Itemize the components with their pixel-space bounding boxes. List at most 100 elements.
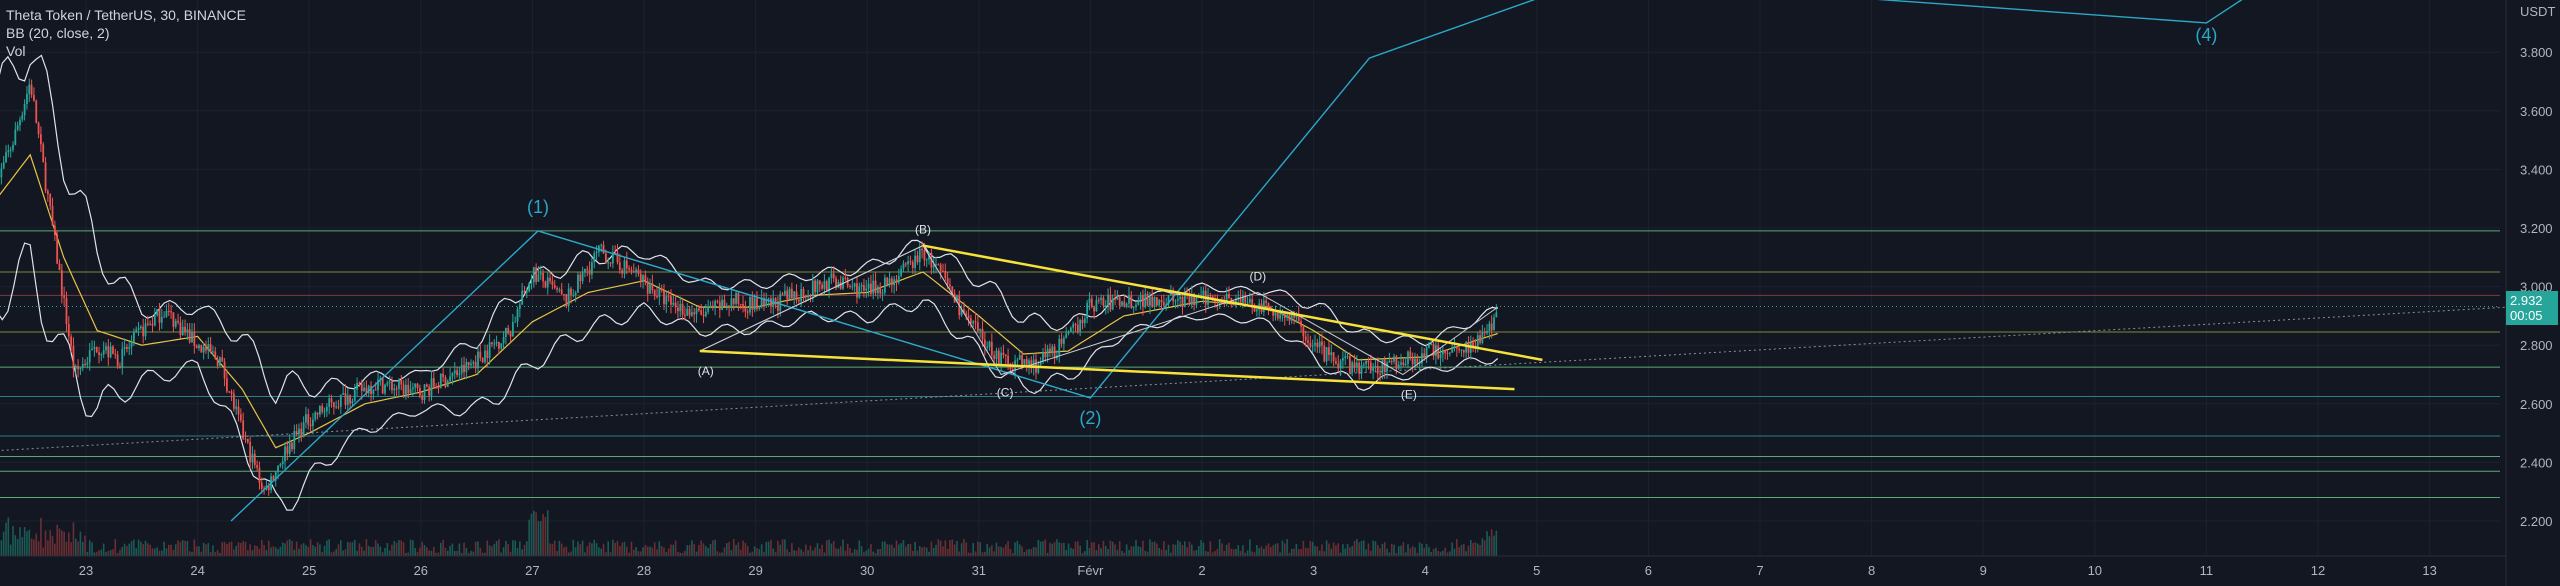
volume-bar [1144, 550, 1147, 556]
volume-bar [1125, 544, 1128, 556]
volume-bar [435, 552, 437, 556]
candle-body [279, 464, 282, 466]
candle-body [1493, 317, 1495, 331]
legend-symbol[interactable]: Theta Token / TetherUS, 30, BINANCE [6, 7, 246, 23]
candle-body [674, 302, 677, 308]
candle-body [19, 119, 21, 126]
candle-body [637, 269, 640, 274]
candle-body [795, 291, 798, 300]
volume-bar [1116, 549, 1119, 556]
volume-bar [1486, 531, 1488, 556]
volume-bar [295, 541, 298, 556]
volume-bar [316, 542, 319, 556]
volume-bar [95, 551, 98, 556]
candle-body [472, 361, 475, 364]
volume-bar [1449, 551, 1451, 556]
volume-bar [1474, 542, 1477, 556]
candle-body [579, 274, 582, 282]
candle-body [770, 298, 772, 307]
volume-bar [614, 542, 616, 556]
volume-bar [326, 540, 328, 556]
volume-bar [151, 548, 154, 556]
candle-body [814, 280, 817, 293]
candle-body [681, 303, 684, 315]
volume-bar [1172, 544, 1174, 556]
candle-body [342, 393, 345, 395]
candle-body [963, 309, 965, 313]
volume-bar [1409, 548, 1412, 556]
candle-body [523, 290, 526, 293]
candle-body [988, 341, 991, 347]
candle-body [1365, 360, 1368, 365]
volume-bar [1472, 543, 1474, 556]
volume-bar [916, 550, 919, 556]
candle-body [1383, 359, 1386, 371]
volume-bar [814, 547, 816, 556]
candle-body [225, 378, 228, 392]
volume-bar [107, 550, 110, 556]
volume-bar [1367, 543, 1370, 556]
volume-bar [84, 535, 86, 556]
candle-body [256, 464, 259, 468]
candle-body [358, 382, 361, 384]
volume-bar [91, 542, 93, 556]
candle-body [100, 354, 103, 356]
volume-bar [730, 550, 733, 556]
candle-body [1297, 313, 1300, 322]
volume-bar [1051, 543, 1054, 556]
volume-bar [981, 552, 984, 556]
candle-body [181, 326, 184, 335]
candle-body [1346, 356, 1349, 358]
volume-bar [879, 548, 882, 556]
candle-body [442, 373, 445, 378]
candle-body [188, 329, 191, 343]
candle-body [1058, 338, 1061, 356]
candle-body [951, 286, 954, 294]
volume-bar [956, 540, 958, 556]
candle-body [1135, 304, 1137, 307]
candle-body [1107, 294, 1109, 306]
candle-body [439, 373, 442, 388]
volume-bar [1390, 543, 1393, 556]
candle-body [1209, 294, 1212, 297]
candle-body [1321, 341, 1323, 346]
volume-bar [588, 542, 591, 556]
volume-bar [1186, 547, 1188, 556]
volume-bar [856, 549, 858, 556]
candle-body [1228, 293, 1230, 299]
y-tick-label: 3.200 [2520, 221, 2553, 236]
volume-bar [214, 552, 217, 556]
candle-body [1358, 362, 1361, 374]
volume-bar [709, 543, 712, 556]
candle-body [774, 298, 777, 305]
volume-bar [1286, 539, 1288, 556]
volume-bar [1044, 539, 1047, 556]
volume-bar [835, 548, 837, 556]
legend-vol[interactable]: Vol [6, 43, 26, 59]
candle-body [395, 388, 398, 390]
candle-body [1353, 362, 1356, 368]
candle-body [746, 311, 749, 313]
drawings[interactable] [0, 0, 2508, 522]
candle-body [1414, 358, 1416, 365]
volume-bar [1442, 550, 1444, 556]
candle-body [144, 323, 147, 337]
candle-body [670, 296, 672, 305]
candle-body [86, 362, 89, 365]
volume-bar [312, 545, 314, 556]
volume-bar [1235, 548, 1237, 556]
volume-bar [1369, 550, 1372, 556]
legend-bb[interactable]: BB (20, close, 2) [6, 25, 110, 41]
volume-bar [156, 547, 158, 556]
candle-body [1016, 359, 1019, 361]
candle-body [1183, 292, 1186, 308]
volume-bar [1330, 548, 1333, 556]
volume-bar [335, 549, 337, 556]
volume-bar [574, 547, 577, 556]
volume-bar [181, 540, 184, 556]
candle-body [1486, 330, 1488, 334]
volume-bar [628, 552, 630, 556]
candle-body [1337, 363, 1340, 369]
